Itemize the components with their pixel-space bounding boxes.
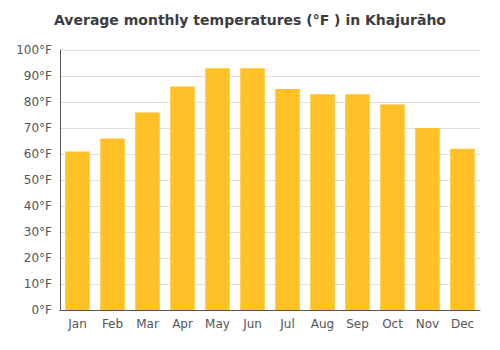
svg-text:Feb: Feb xyxy=(102,317,123,331)
svg-text:Nov: Nov xyxy=(416,317,439,331)
svg-text:100°F: 100°F xyxy=(16,43,52,57)
svg-text:40°F: 40°F xyxy=(24,199,52,213)
svg-text:Mar: Mar xyxy=(136,317,159,331)
svg-text:May: May xyxy=(205,317,230,331)
svg-text:Aug: Aug xyxy=(311,317,334,331)
svg-text:60°F: 60°F xyxy=(24,147,52,161)
svg-text:Dec: Dec xyxy=(451,317,474,331)
svg-text:0°F: 0°F xyxy=(31,303,52,317)
svg-text:Average monthly temperatures (: Average monthly temperatures (°F ) in Kh… xyxy=(54,12,446,28)
svg-text:90°F: 90°F xyxy=(24,69,52,83)
svg-text:Jul: Jul xyxy=(279,317,294,331)
svg-text:80°F: 80°F xyxy=(24,95,52,109)
svg-text:30°F: 30°F xyxy=(24,225,52,239)
svg-text:Oct: Oct xyxy=(382,317,403,331)
svg-text:Jun: Jun xyxy=(242,317,262,331)
svg-text:70°F: 70°F xyxy=(24,121,52,135)
svg-text:Jan: Jan xyxy=(67,317,87,331)
svg-text:50°F: 50°F xyxy=(24,173,52,187)
svg-text:Apr: Apr xyxy=(172,317,193,331)
svg-text:Sep: Sep xyxy=(346,317,369,331)
svg-text:10°F: 10°F xyxy=(24,277,52,291)
svg-text:20°F: 20°F xyxy=(24,251,52,265)
